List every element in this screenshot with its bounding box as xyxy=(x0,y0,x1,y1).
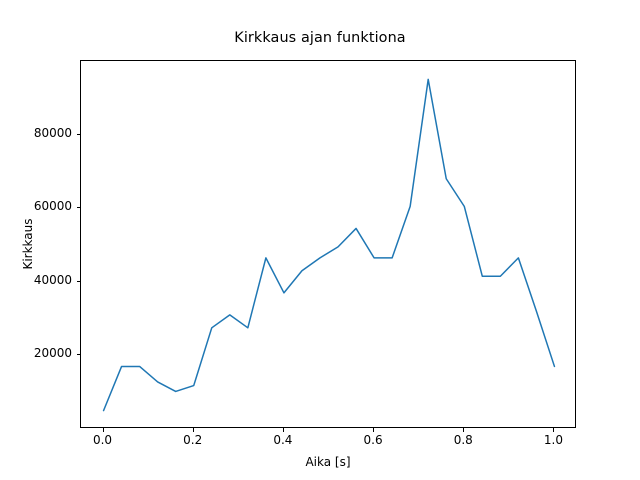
data-series-line xyxy=(102,78,556,412)
x-tick-label: 0.0 xyxy=(92,433,113,447)
x-tick-mark xyxy=(282,428,284,432)
x-tick-label: 0.4 xyxy=(273,433,293,447)
y-tick-label: 60000 xyxy=(33,199,72,214)
x-tick-label: 0.6 xyxy=(363,433,383,447)
x-tick-label: 0.8 xyxy=(453,433,473,447)
chart-title: Kirkkaus ajan funktiona xyxy=(234,30,406,46)
x-axis-label: Aika [s] xyxy=(305,455,351,469)
y-tick-mark xyxy=(76,354,80,356)
x-tick-mark xyxy=(102,428,104,432)
x-tick-mark xyxy=(553,428,555,432)
y-tick-label: 40000 xyxy=(33,272,72,287)
x-tick-label: 1.0 xyxy=(543,433,563,447)
line-plot-svg xyxy=(102,78,556,412)
y-tick-mark xyxy=(76,133,80,135)
y-tick-label: 80000 xyxy=(33,125,72,140)
x-tick-mark xyxy=(463,428,465,432)
y-tick-label: 20000 xyxy=(33,346,72,361)
y-tick-mark xyxy=(76,207,80,209)
x-tick-label: 0.2 xyxy=(183,433,203,447)
x-tick-mark xyxy=(373,428,375,432)
plot-axes-area xyxy=(80,60,576,428)
y-axis-label: Kirkkaus xyxy=(21,218,35,270)
x-tick-mark xyxy=(192,428,194,432)
y-tick-mark xyxy=(76,280,80,282)
